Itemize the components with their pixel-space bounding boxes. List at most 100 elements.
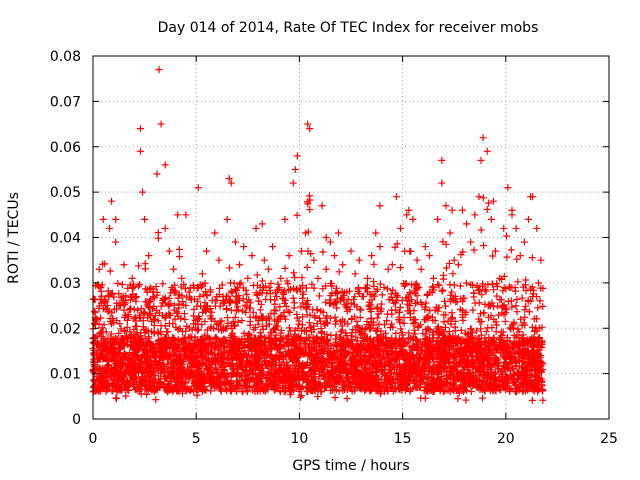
data-point (91, 295, 99, 303)
data-point (503, 232, 511, 240)
data-point (154, 234, 162, 242)
data-point (519, 387, 527, 395)
data-point (253, 271, 261, 279)
data-point (186, 360, 194, 368)
data-point (251, 324, 259, 332)
data-point (315, 292, 323, 300)
data-point (375, 320, 383, 328)
data-point (446, 281, 454, 289)
data-point (502, 309, 510, 317)
data-point (290, 299, 298, 307)
data-point (422, 330, 430, 338)
data-point (90, 307, 98, 315)
data-point (462, 396, 470, 404)
data-point (303, 311, 311, 319)
data-point (291, 273, 299, 281)
data-point (180, 310, 188, 318)
data-point (297, 392, 305, 400)
data-point (448, 288, 456, 296)
data-point (439, 275, 447, 283)
data-point (343, 394, 351, 402)
data-point (373, 303, 381, 311)
data-point (388, 320, 396, 328)
data-point (483, 205, 491, 213)
data-point (296, 393, 304, 401)
grid-lines (93, 56, 609, 419)
data-point (521, 306, 529, 314)
data-point (352, 333, 360, 341)
data-point (134, 306, 142, 314)
data-point (469, 306, 477, 314)
data-point (298, 321, 306, 329)
data-point (435, 281, 443, 289)
data-point (475, 299, 483, 307)
data-point (333, 304, 341, 312)
data-point (258, 277, 266, 285)
data-point (501, 317, 509, 325)
data-point (211, 364, 219, 372)
data-point (461, 310, 469, 318)
data-point (419, 329, 427, 337)
data-point (394, 293, 402, 301)
data-point (522, 276, 530, 284)
data-point (238, 317, 246, 325)
data-point (226, 264, 234, 272)
data-point (112, 394, 120, 402)
data-point (381, 321, 389, 329)
data-point (118, 281, 126, 289)
data-point (370, 260, 378, 268)
data-point (422, 299, 430, 307)
data-point (305, 319, 313, 327)
data-point (290, 269, 298, 277)
data-point (282, 302, 290, 310)
data-point (249, 281, 257, 289)
plot-points (89, 66, 547, 404)
data-point (480, 309, 488, 317)
data-point (289, 294, 297, 302)
data-point (271, 300, 279, 308)
data-point (211, 302, 219, 310)
data-point (401, 280, 409, 288)
data-point (383, 285, 391, 293)
data-point (160, 296, 168, 304)
data-point (227, 279, 235, 287)
data-point (454, 395, 462, 403)
data-point (539, 396, 547, 404)
data-point (181, 285, 189, 293)
data-point (246, 313, 254, 321)
data-point (331, 313, 339, 321)
data-point (477, 226, 485, 234)
data-point (507, 246, 515, 254)
data-point (280, 388, 288, 396)
data-point (182, 387, 190, 395)
data-point (484, 313, 492, 321)
data-point (293, 314, 301, 322)
data-point (364, 288, 372, 296)
data-point (539, 302, 547, 310)
data-point (426, 307, 434, 315)
data-point (319, 308, 327, 316)
data-point (265, 284, 273, 292)
data-point (503, 253, 511, 261)
data-point (480, 242, 488, 250)
data-point (479, 194, 487, 202)
data-point (141, 265, 149, 273)
data-point (331, 393, 339, 401)
data-point (467, 281, 475, 289)
data-point (262, 282, 270, 290)
data-point (286, 308, 294, 316)
data-point (114, 279, 122, 287)
data-point (485, 199, 493, 207)
data-point (378, 291, 386, 299)
data-point (298, 274, 306, 282)
data-point (97, 314, 105, 322)
data-point (534, 304, 542, 312)
data-point (249, 308, 257, 316)
data-point (440, 318, 448, 326)
data-point (513, 296, 521, 304)
data-point (499, 287, 507, 295)
data-point (267, 296, 275, 304)
data-point (513, 255, 521, 263)
data-point (120, 306, 128, 314)
